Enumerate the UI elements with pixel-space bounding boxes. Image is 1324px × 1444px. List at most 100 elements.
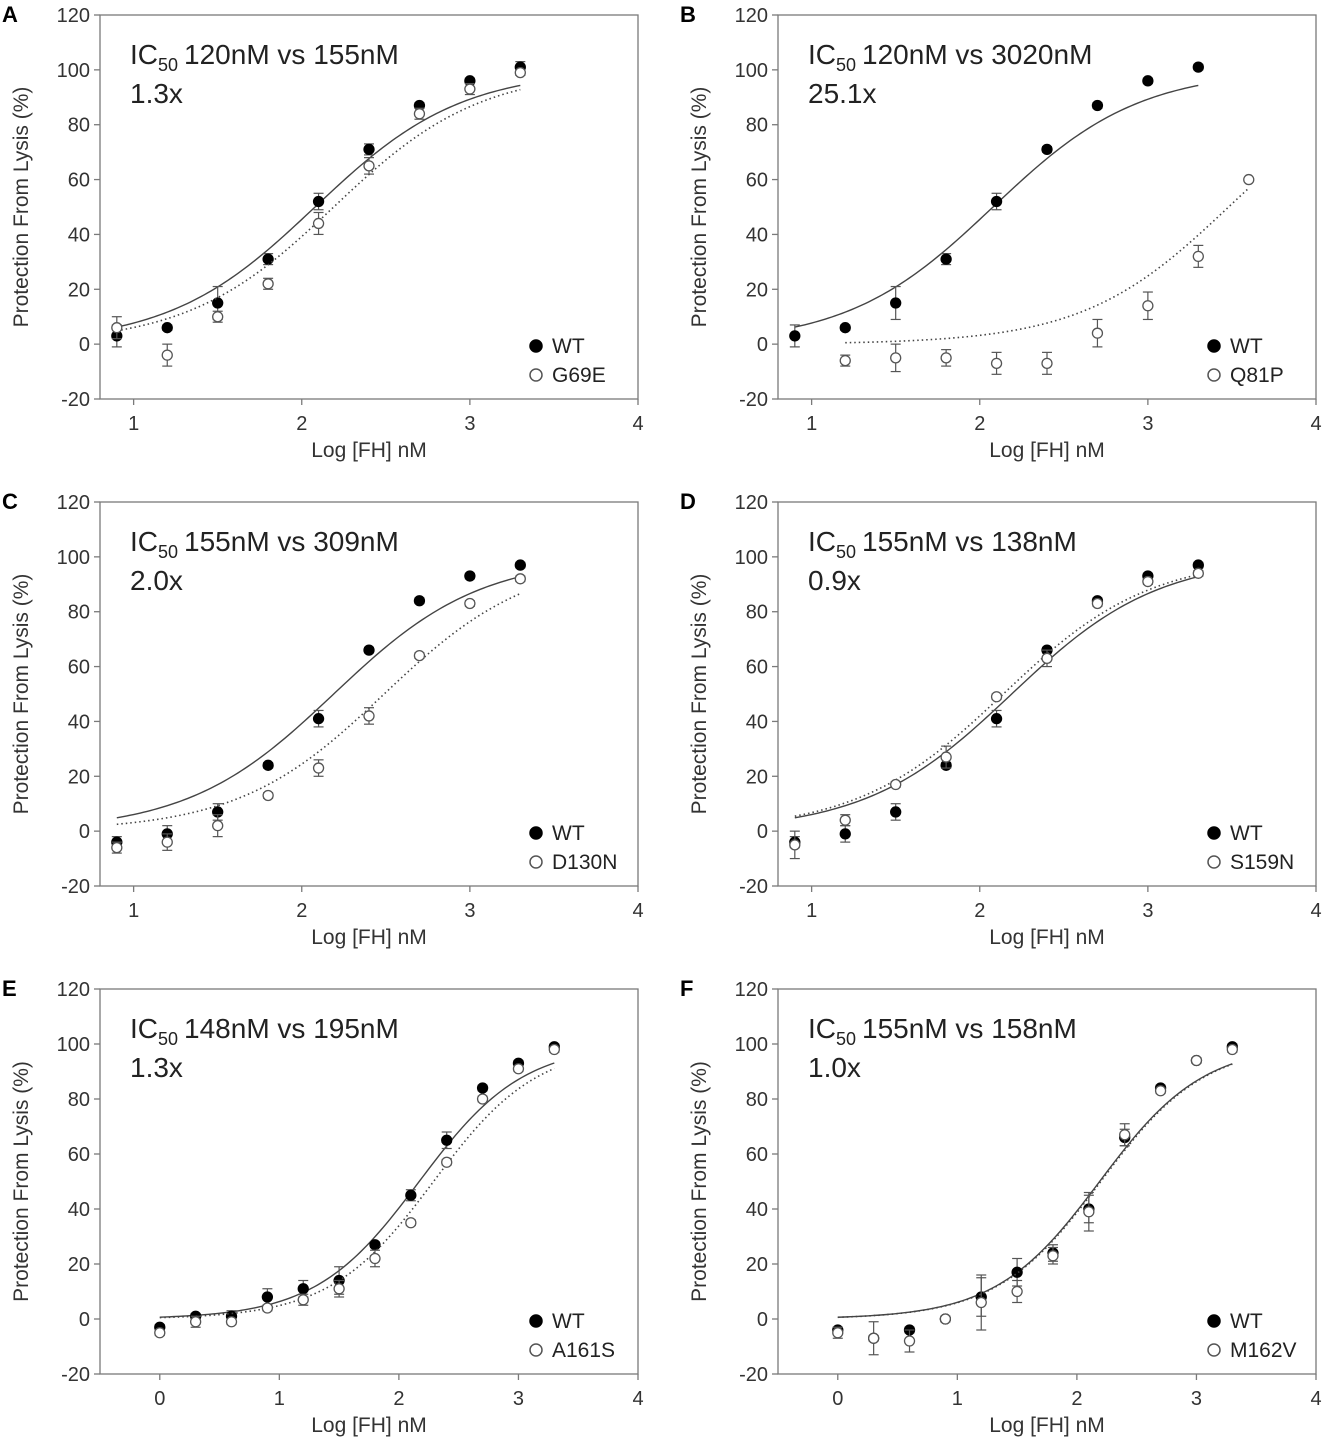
data-point-wt (261, 1291, 274, 1303)
ic50-annotation: IC50 120nM vs 155nM (130, 39, 399, 75)
data-point-q81p (1192, 250, 1204, 263)
data-point-wt (369, 1239, 381, 1251)
y-tick-label: 20 (746, 279, 768, 301)
y-tick-label: -20 (61, 389, 90, 411)
data-point-wt (297, 1283, 309, 1295)
ic50-prefix: IC (808, 1013, 836, 1044)
y-axis-title: Protection From Lysis (%) (688, 1061, 711, 1302)
y-tick-label: 120 (57, 979, 90, 1001)
y-tick-label: 100 (57, 1034, 90, 1056)
data-point-d130n (514, 573, 526, 585)
x-tick-label: 1 (952, 1388, 963, 1410)
data-point-a161s (154, 1327, 166, 1339)
y-tick-label: 20 (68, 1254, 90, 1276)
legend-marker (1207, 1343, 1221, 1357)
y-tick-label: 0 (79, 1309, 90, 1331)
series-d130n (111, 573, 526, 854)
y-tick-label: 0 (79, 334, 90, 356)
data-point-g69e (262, 278, 274, 290)
legend-label: M162V (1230, 1339, 1297, 1362)
data-point-m162v (903, 1335, 916, 1347)
y-tick-label: -20 (739, 389, 768, 411)
data-point-s159n (1041, 652, 1053, 664)
legend-label: A161S (552, 1339, 615, 1362)
data-point-q81p (1091, 327, 1104, 339)
series-wt (789, 61, 1204, 348)
legend-label: WT (1230, 335, 1263, 358)
chart-panel-d: D -20 0 20 40 60 80 100 120 1 2 3 4 Log [FH] nM Protec… (680, 489, 1322, 949)
ic50-annotation: IC50 155nM vs 309nM (130, 526, 399, 562)
data-point-wt (312, 195, 325, 208)
legend-marker (529, 855, 543, 869)
data-point-a161s (441, 1156, 453, 1168)
data-point-wt (1142, 75, 1154, 87)
data-point-g69e (161, 349, 173, 361)
y-tick-label: -20 (61, 876, 90, 898)
panel-letter: D (680, 489, 696, 514)
plot-frame (777, 14, 1317, 400)
fold-change: 1.0x (808, 1052, 861, 1083)
ic50-subscript: 50 (836, 55, 856, 75)
series-q81p (839, 173, 1255, 375)
legend-label: S159N (1230, 851, 1294, 874)
data-point-wt (212, 297, 224, 309)
data-point-m162v (1011, 1285, 1023, 1298)
fit-curve-d130n (116, 592, 521, 826)
fold-change: 1.3x (130, 78, 183, 109)
panel-letter: B (680, 2, 696, 27)
series-wt (832, 1041, 1238, 1344)
chart-panel-e: E -20 0 20 40 60 80 100 120 0 1 2 3 4 Log [FH] nM Prote… (2, 976, 644, 1437)
data-point-m162v (1047, 1250, 1059, 1262)
data-point-s159n (1192, 567, 1204, 579)
x-tick-label: 4 (632, 900, 643, 922)
data-point-d130n (363, 710, 375, 722)
data-point-m162v (1226, 1043, 1238, 1056)
legend-label: Q81P (1230, 364, 1284, 387)
data-point-wt (1041, 143, 1053, 156)
data-point-d130n (262, 789, 274, 802)
x-tick-label: 2 (974, 413, 985, 435)
data-point-m162v (832, 1327, 844, 1339)
y-tick-label: 40 (68, 224, 90, 246)
x-axis-title: Log [FH] nM (989, 1414, 1105, 1437)
data-point-g69e (111, 322, 123, 334)
fold-change: 1.3x (130, 1052, 183, 1083)
x-tick-label: 1 (806, 900, 817, 922)
plot-frame (99, 988, 639, 1375)
y-tick-label: 0 (757, 1309, 768, 1331)
y-tick-label: 60 (68, 657, 90, 679)
data-point-m162v (1119, 1129, 1131, 1141)
y-tick-label: 0 (79, 821, 90, 843)
ic50-annotation: IC50 155nM vs 158nM (808, 1013, 1077, 1049)
data-point-m162v (975, 1296, 987, 1309)
y-tick-label: 120 (735, 492, 768, 514)
data-point-s159n (1091, 597, 1104, 610)
data-point-wt (1091, 99, 1104, 112)
data-point-wt (363, 143, 375, 156)
chart-panel-c: C -20 0 20 40 60 80 100 120 1 2 3 4 Log [FH] nM Protec… (2, 489, 644, 949)
ic50-prefix: IC (808, 39, 836, 70)
y-axis-title: Protection From Lysis (%) (688, 574, 711, 815)
y-axis-title: Protection From Lysis (%) (10, 87, 33, 328)
data-point-wt (441, 1134, 453, 1146)
y-tick-label: 80 (68, 115, 90, 137)
data-point-d130n (464, 597, 476, 610)
y-tick-label: 0 (757, 334, 768, 356)
legend-label: WT (1230, 822, 1263, 845)
data-point-wt (890, 806, 902, 818)
ic50-subscript: 50 (158, 542, 178, 562)
x-axis-title: Log [FH] nM (311, 439, 427, 462)
y-tick-label: 20 (68, 766, 90, 788)
y-tick-label: 120 (57, 492, 90, 514)
y-tick-label: 80 (746, 1089, 768, 1111)
ic50-values: 120nM vs 3020nM (862, 39, 1092, 70)
data-point-a161s (548, 1043, 560, 1056)
data-point-wt (363, 644, 375, 656)
data-point-wt (161, 322, 173, 334)
y-tick-label: 80 (746, 602, 768, 624)
legend-label: WT (552, 335, 585, 358)
data-point-wt (839, 322, 851, 334)
fit-curve-wt (159, 1062, 555, 1318)
y-tick-label: 40 (68, 1199, 90, 1221)
data-point-q81p (890, 352, 902, 364)
